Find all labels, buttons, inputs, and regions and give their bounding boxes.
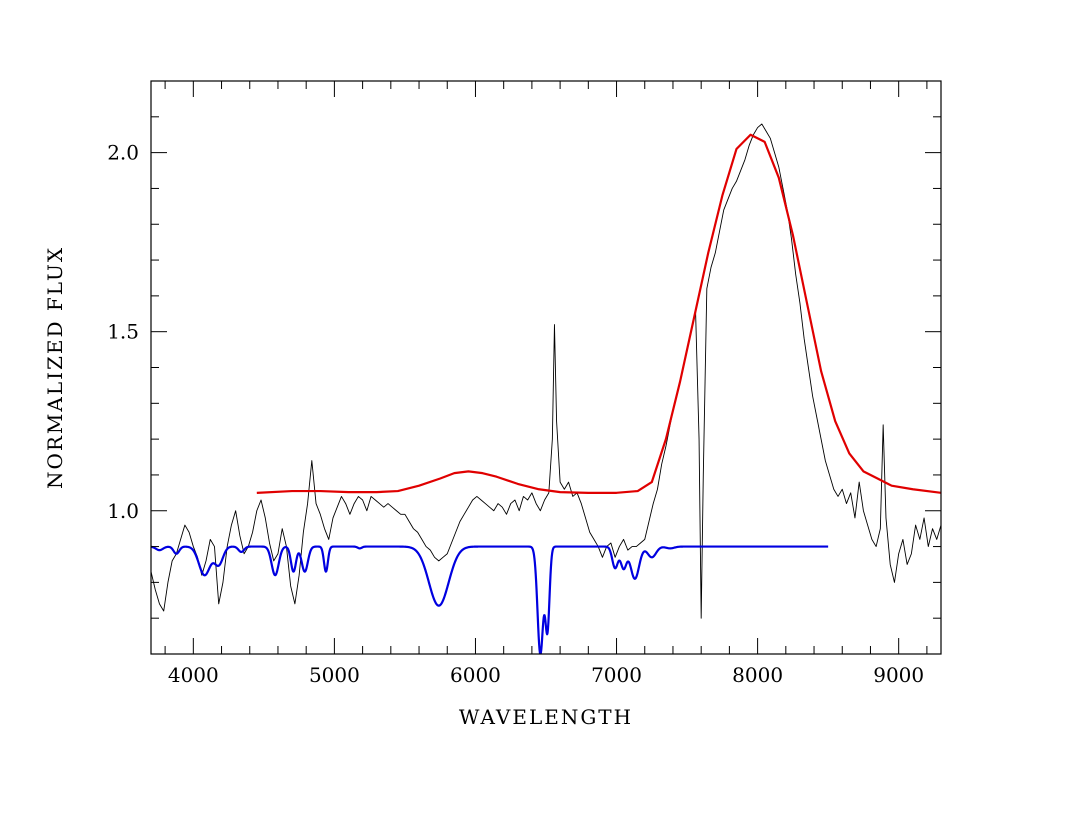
absorption-template-line — [151, 545, 829, 654]
x-tick-label: 4000 — [168, 663, 219, 687]
y-tick-label: 2.0 — [107, 141, 139, 165]
y-tick-label: 1.5 — [107, 320, 139, 344]
plot-frame — [150, 80, 942, 655]
tick-labels-layer: 4000 5000 6000 7000 8000 9000 1.0 1.5 2.0 — [107, 141, 924, 687]
x-axis-label: WAVELENGTH — [459, 705, 633, 729]
x-tick-label: 5000 — [309, 663, 360, 687]
model-continuum-line — [256, 133, 941, 494]
y-tick-label: 1.0 — [107, 499, 139, 523]
series-layer — [151, 123, 941, 654]
x-tick-label: 7000 — [591, 663, 642, 687]
x-tick-label: 6000 — [450, 663, 501, 687]
observed-spectrum-line — [151, 123, 941, 619]
y-axis-label: NORMALIZED FLUX — [43, 246, 67, 489]
ticks-layer — [151, 80, 941, 655]
x-tick-label: 8000 — [732, 663, 783, 687]
x-tick-label: 9000 — [873, 663, 924, 687]
